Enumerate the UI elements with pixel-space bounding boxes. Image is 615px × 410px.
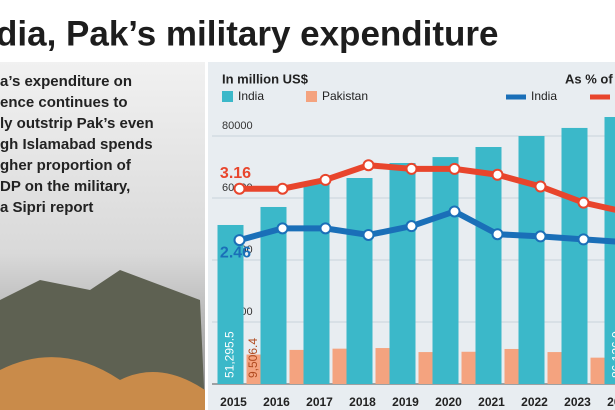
bar (418, 352, 434, 384)
annotation: ly outstrip Pak’s even (0, 115, 154, 132)
bar (604, 117, 615, 384)
bar (461, 351, 477, 384)
bar-value-label: 9,506.4 (246, 338, 260, 378)
line-marker (534, 180, 547, 193)
bar (561, 127, 588, 384)
x-tick-label: 2017 (306, 395, 333, 409)
line (238, 208, 615, 245)
annotation: ence continues to (0, 94, 128, 111)
photo-shape (0, 357, 205, 410)
x-tick-label: 2023 (564, 395, 591, 409)
line-marker (276, 222, 289, 235)
y2-axis-label: As % of (565, 71, 613, 86)
annotation: gher proportion of (0, 157, 132, 174)
bar (289, 349, 305, 384)
bar (547, 352, 563, 384)
line-marker (233, 182, 246, 195)
bar (518, 136, 545, 384)
line-marker (534, 230, 547, 243)
chart-title: dia, Pak’s military expenditure (0, 14, 499, 53)
annotation: DP on the military, (0, 178, 130, 195)
line (239, 162, 615, 213)
x-tick-label: 2022 (521, 395, 548, 409)
bar (260, 206, 287, 384)
bar (389, 163, 416, 384)
line-value-label: 2.46 (220, 244, 251, 261)
bar (504, 348, 520, 384)
annotation: a Sipri report (0, 199, 93, 216)
line-marker (577, 233, 590, 246)
x-tick-label: 2019 (392, 395, 419, 409)
x-tick-label: 2020 (435, 395, 462, 409)
y-axis-label: In million US$ (222, 71, 309, 86)
bar (590, 357, 606, 384)
line-marker (448, 162, 461, 175)
line-marker (233, 234, 246, 247)
line-marker (491, 228, 504, 241)
bar (246, 354, 262, 384)
line-marker (405, 162, 418, 175)
legend-swatch (222, 91, 233, 102)
line-marker (362, 159, 375, 172)
x-tick-label: 2018 (349, 395, 376, 409)
line-marker (319, 173, 332, 186)
line-marker (491, 168, 504, 181)
legend-swatch (306, 91, 317, 102)
bar (475, 147, 502, 384)
annotation: a’s expenditure on (0, 73, 132, 90)
line-marker (362, 228, 375, 241)
legend-label: India (531, 89, 557, 103)
line-marker (577, 196, 590, 209)
legend-label: Pakistan (322, 89, 368, 103)
x-tick-label: 2015 (220, 395, 247, 409)
y-tick-label: 80000 (222, 120, 253, 132)
line-marker (319, 222, 332, 235)
line-marker (448, 205, 461, 218)
line-value-label: 3.16 (220, 165, 251, 182)
bar (303, 184, 330, 384)
bar (332, 348, 348, 384)
legend-label: India (238, 89, 264, 103)
bar (217, 224, 244, 384)
bar (346, 178, 373, 384)
annotation: gh Islamabad spends (0, 136, 153, 153)
line-marker (276, 182, 289, 195)
bar-value-label: 51,295.5 (223, 331, 237, 378)
bar (432, 157, 459, 384)
bar-value-label: 86,126.0 (610, 331, 615, 378)
line-marker (405, 220, 418, 233)
x-tick-label: 2016 (263, 395, 290, 409)
bar (375, 348, 391, 384)
x-tick-label: 2021 (478, 395, 505, 409)
x-tick-label: 2024 (607, 395, 615, 409)
